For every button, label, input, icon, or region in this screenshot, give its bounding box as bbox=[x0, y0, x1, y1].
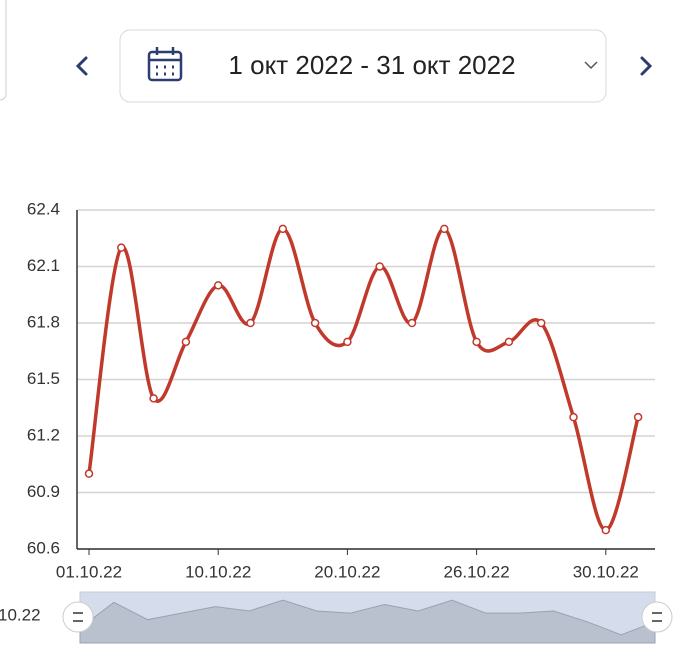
point bbox=[149, 394, 158, 403]
next-button[interactable] bbox=[640, 56, 653, 76]
date-range: 1 окт 2022 - 31 окт 2022 bbox=[228, 50, 515, 80]
y-tick-label: 61.5 bbox=[27, 369, 60, 388]
zoom-area bbox=[79, 599, 656, 644]
prev-button[interactable] bbox=[75, 56, 88, 76]
zoom-label: 10.22 bbox=[0, 605, 41, 624]
point bbox=[181, 337, 191, 347]
x-tick-label: 20.10.22 bbox=[314, 562, 380, 581]
point bbox=[633, 412, 643, 422]
y-tick-label: 60.9 bbox=[27, 482, 60, 501]
point bbox=[84, 469, 94, 478]
x-tick-label: 26.10.22 bbox=[444, 562, 510, 581]
side-panel bbox=[0, 0, 7, 101]
point bbox=[536, 318, 546, 328]
point bbox=[343, 337, 352, 347]
y-tick-label: 62.4 bbox=[27, 199, 60, 218]
dropdown-chevron bbox=[584, 61, 598, 70]
point bbox=[117, 243, 126, 252]
zoom-handle-grip bbox=[73, 612, 83, 622]
zoom-handle[interactable] bbox=[62, 601, 94, 633]
point bbox=[504, 337, 514, 347]
point bbox=[569, 412, 578, 422]
point bbox=[213, 281, 223, 290]
point bbox=[246, 318, 255, 328]
point bbox=[472, 337, 481, 347]
zoom-handle-grip bbox=[652, 612, 662, 622]
x-tick-label: 10.10.22 bbox=[185, 562, 251, 581]
x-tick-label: 01.10.22 bbox=[56, 562, 122, 581]
y-tick-label: 61.2 bbox=[27, 425, 60, 444]
y-tick-label: 60.6 bbox=[27, 538, 60, 557]
point bbox=[440, 224, 449, 234]
point bbox=[407, 318, 417, 328]
point bbox=[310, 318, 320, 328]
y-tick-label: 62.1 bbox=[27, 256, 60, 275]
y-tick-label: 61.8 bbox=[27, 312, 60, 331]
point bbox=[278, 224, 288, 234]
date-picker[interactable] bbox=[119, 29, 607, 103]
zoom-handle[interactable] bbox=[641, 601, 673, 633]
calendar-icon bbox=[147, 47, 183, 82]
x-tick-label: 30.10.22 bbox=[573, 562, 639, 581]
point bbox=[375, 262, 384, 271]
point bbox=[601, 525, 611, 535]
